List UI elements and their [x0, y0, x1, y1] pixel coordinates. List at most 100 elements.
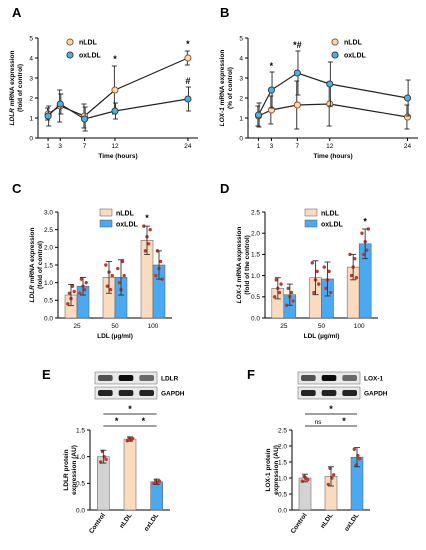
- legend-swatch-oxldl: [99, 219, 113, 228]
- y-tick-label-b: 5: [239, 35, 243, 42]
- x-tick-label-a: 7: [83, 143, 87, 150]
- blot-label-ldlr: LDLR: [161, 376, 179, 383]
- data-dot-oxldl: [284, 303, 289, 307]
- x-tick-label-e: nLDL: [118, 512, 133, 530]
- significance-mark-a: *: [113, 54, 117, 64]
- data-dot-nldl: [108, 288, 113, 292]
- x-tick-label-d: 25: [280, 323, 288, 330]
- blot-band-ldlr: [139, 375, 154, 381]
- y-tick-label-f: 0.0: [278, 507, 287, 514]
- data-dot-oxldl: [158, 259, 163, 264]
- x-tick-label-a: 12: [111, 143, 119, 150]
- x-tick-label-b: 24: [404, 143, 412, 150]
- x-tick-label-c: 100: [148, 323, 159, 330]
- blot-label-gapdh: GAPDH: [364, 391, 388, 398]
- data-dot-control: [104, 457, 108, 462]
- data-dot-nldl: [353, 256, 357, 261]
- blot-band-gapdh: [342, 390, 357, 396]
- x-tick-label-d: 100: [354, 323, 365, 330]
- x-tick-label-c: 50: [111, 323, 119, 330]
- y-tick-label-a: 1: [29, 115, 33, 122]
- y-tick-label-b: 3: [239, 75, 243, 82]
- x-tick-label-e: oxLDL: [143, 512, 160, 533]
- legend-label-nldl: nLDL: [116, 211, 135, 218]
- panel-label-c: C: [12, 181, 22, 196]
- y-axis-label-line2-e: expression (AU): [71, 445, 78, 495]
- blot-band-ldlr: [98, 375, 113, 381]
- x-tick-label-a: 1: [46, 143, 50, 150]
- y-tick-label-c: 2.5: [44, 227, 53, 234]
- blot-band-lox-1: [342, 375, 357, 381]
- data-dot-nldl: [274, 278, 278, 282]
- data-dot-oxldl: [286, 286, 290, 291]
- significance-mark-c: *: [145, 213, 149, 223]
- y-tick-label-a: 2: [29, 95, 33, 102]
- y-tick-label-a: 3: [29, 75, 33, 82]
- legend-label-oxldl: oxLDL: [79, 53, 102, 60]
- legend-swatch-oxldl: [304, 219, 318, 228]
- series-line-nldl: [47, 57, 189, 117]
- blot-band-gapdh: [301, 390, 316, 396]
- significance-mark-f: *: [329, 404, 333, 414]
- x-tick-label-b: 1: [257, 143, 261, 150]
- chart-f: LOX-1 GAPDH 0.0 0.5 1.0 1.5 2.0 2.5 Control nLDL o…: [265, 371, 388, 535]
- data-dot-nldl: [317, 282, 321, 286]
- y-tick-label-a: 0: [29, 135, 33, 142]
- x-tick-label-a: 24: [184, 143, 192, 150]
- x-axis-label-b: Time (hours): [313, 153, 352, 160]
- panel-label-d: D: [220, 181, 229, 196]
- blot-label-gapdh: GAPDH: [161, 391, 185, 398]
- y-tick-label-c: 0.0: [44, 315, 53, 322]
- data-dot-oxldl: [291, 299, 295, 303]
- y-tick-label-d: 0.0: [251, 315, 260, 322]
- x-tick-label-e: Control: [88, 512, 107, 535]
- y-tick-label-b: 4: [239, 55, 243, 62]
- y-tick-label-c: 2.0: [44, 245, 53, 252]
- y-axis-label-b: LOX-1 mRNA expression: [219, 50, 226, 127]
- data-dot-oxldl: [358, 457, 362, 461]
- y-tick-label-b: 2: [239, 95, 243, 102]
- chart-c: 0.0 0.5 1.0 1.5 2.0 2.5 3.0 25 50 100 * nLDL oxLDL LD…: [29, 208, 172, 340]
- significance-mark-d: *: [363, 217, 367, 227]
- y-tick-label-b: 0: [239, 135, 243, 142]
- x-tick-label-b: 7: [296, 143, 300, 150]
- y-tick-label-e: 1.5: [76, 427, 85, 434]
- data-dot-nldl: [148, 227, 152, 232]
- y-tick-label-f: 2.0: [278, 443, 287, 450]
- data-dot-oxldl: [360, 231, 364, 235]
- data-point-oxldl: [254, 111, 263, 119]
- y-tick-label-f: 1.0: [278, 475, 287, 482]
- significance-mark-b: *: [270, 61, 274, 71]
- data-dot-oxldl: [154, 273, 158, 278]
- legend-label-oxldl: oxLDL: [116, 222, 139, 229]
- data-dot-oxldl: [289, 290, 294, 295]
- data-point-oxldl: [184, 95, 192, 103]
- significance-mark-f: *: [342, 416, 346, 426]
- y-tick-label-e: 0.0: [76, 507, 85, 514]
- x-tick-label-d: 50: [318, 323, 326, 330]
- data-dot-control: [300, 479, 304, 483]
- data-dot-nldl: [332, 473, 336, 477]
- data-point-nldl: [293, 101, 301, 109]
- legend-swatch-nldl: [99, 208, 113, 217]
- legend-label-nldl: nLDL: [321, 211, 340, 218]
- bar-oxldl: [150, 481, 163, 511]
- bar-nldl: [123, 438, 137, 511]
- data-dot-nldl: [277, 290, 282, 295]
- data-dot-oxldl: [122, 273, 126, 278]
- data-dot-nldl: [312, 290, 316, 295]
- data-dot-nldl: [310, 261, 314, 265]
- data-dot-oxldl: [157, 479, 162, 483]
- data-point-nldl: [267, 106, 275, 114]
- data-dot-nldl: [105, 284, 110, 288]
- data-point-nldl: [184, 54, 192, 62]
- y-tick-label-d: 1.5: [251, 252, 260, 259]
- y-tick-label-b: 1: [239, 115, 243, 122]
- data-dot-nldl: [67, 291, 72, 295]
- data-dot-control: [306, 477, 310, 482]
- bar-control: [298, 477, 312, 511]
- x-tick-label-c: 25: [73, 323, 81, 330]
- series-line-oxldl: [47, 98, 189, 120]
- y-axis-label-e: LDLR protein: [63, 449, 70, 490]
